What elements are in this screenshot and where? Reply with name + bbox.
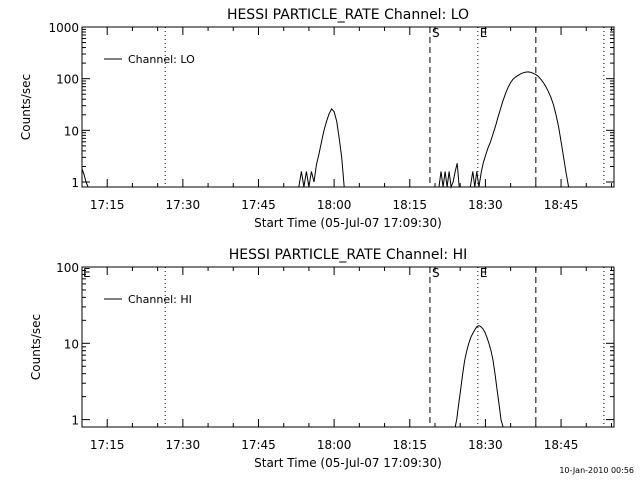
x-tick-label-0-5: 18:30	[468, 198, 503, 212]
legend-label-0: Channel: LO	[128, 53, 195, 66]
x-tick-label-0-6: 18:45	[544, 198, 579, 212]
x-tick-label-0-1: 17:30	[166, 198, 201, 212]
x-tick-label-0-4: 18:15	[392, 198, 427, 212]
marker-label-1-0: S	[432, 266, 440, 280]
marker-label-1-1: E	[480, 266, 488, 280]
x-tick-label-0-0: 17:15	[90, 198, 125, 212]
x-tick-label-1-0: 17:15	[90, 438, 125, 452]
plot-frame-1	[81, 266, 615, 428]
x-tick-label-1-1: 17:30	[166, 438, 201, 452]
y-tick-label-0-1: 10	[64, 124, 79, 138]
corner-label-1: E	[83, 266, 91, 280]
legend-label-1: Channel: HI	[128, 293, 192, 306]
x-tick-label-0-2: 17:45	[241, 198, 276, 212]
y-tick-label-1-0: 1	[71, 414, 79, 428]
generated-timestamp: 10-Jan-2010 00:56	[559, 466, 634, 475]
chart-title-1: HESSI PARTICLE_RATE Channel: HI	[229, 247, 467, 263]
x-tick-label-1-4: 18:15	[392, 438, 427, 452]
x-tick-label-1-5: 18:30	[468, 438, 503, 452]
x-tick-label-1-6: 18:45	[544, 438, 579, 452]
y-tick-label-1-1: 10	[64, 337, 79, 351]
x-tick-label-0-3: 18:00	[317, 198, 352, 212]
series-line-1-0	[82, 325, 612, 428]
y-tick-label-1-2: 100	[56, 261, 79, 275]
x-tick-label-1-2: 17:45	[241, 438, 276, 452]
x-axis-label-0: Start Time (05-Jul-07 17:09:30)	[254, 216, 442, 230]
x-axis-label-1: Start Time (05-Jul-07 17:09:30)	[254, 456, 442, 470]
y-tick-label-0-3: 1000	[48, 21, 79, 35]
series-line-0-0	[81, 71, 612, 189]
y-axis-label-1: Counts/sec	[29, 314, 43, 380]
y-axis-label-0: Counts/sec	[19, 74, 33, 140]
chart-title-0: HESSI PARTICLE_RATE Channel: LO	[227, 7, 469, 23]
marker-label-0-1: E	[480, 26, 488, 40]
marker-label-0-0: S	[432, 26, 440, 40]
y-tick-label-0-2: 100	[56, 73, 79, 87]
plot-frame-0	[81, 26, 615, 188]
y-tick-label-0-0: 1	[71, 176, 79, 190]
x-tick-label-1-3: 18:00	[317, 438, 352, 452]
